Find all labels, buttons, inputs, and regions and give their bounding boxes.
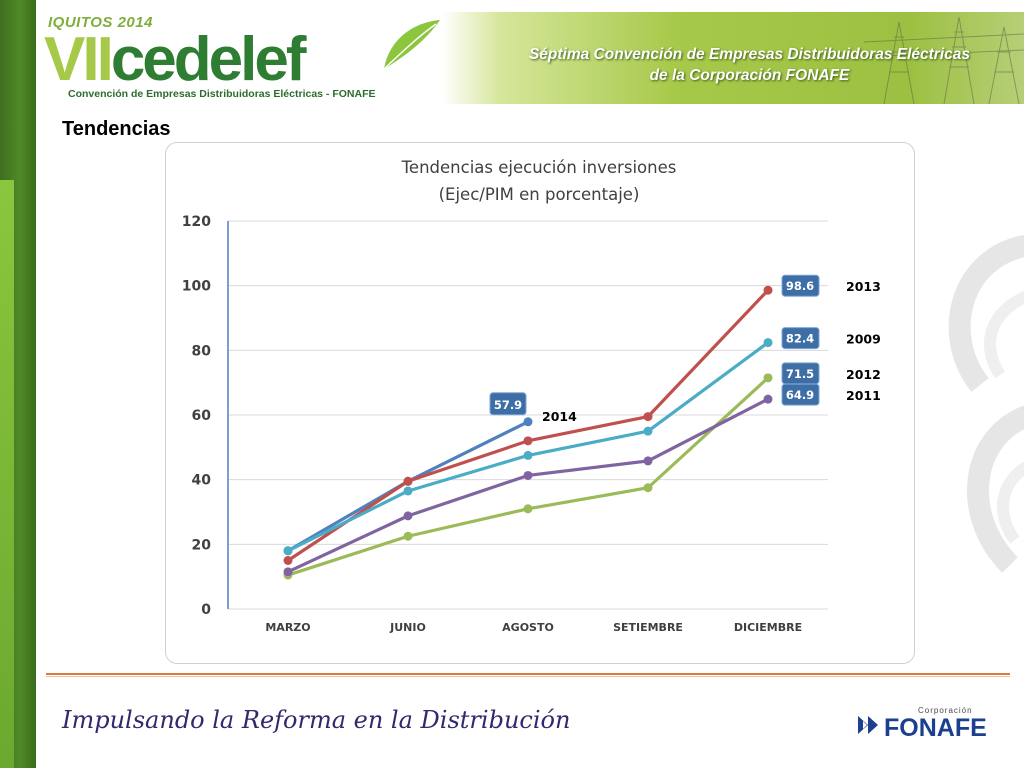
data-label: 57.9 bbox=[494, 398, 522, 412]
series-name-label: 2013 bbox=[846, 279, 881, 294]
data-point bbox=[523, 436, 533, 446]
x-tick-label: JUNIO bbox=[389, 621, 426, 634]
data-point bbox=[283, 546, 293, 556]
logo-subtitle: Convención de Empresas Distribuidoras El… bbox=[68, 88, 376, 100]
data-point bbox=[643, 483, 653, 493]
section-title: Tendencias bbox=[62, 118, 171, 140]
chart-title: Tendencias ejecución inversiones bbox=[401, 158, 677, 177]
double-chevron-icon bbox=[858, 716, 878, 734]
data-point bbox=[763, 394, 773, 404]
data-point bbox=[403, 476, 413, 486]
data-point bbox=[283, 556, 293, 565]
series-line bbox=[287, 341, 769, 553]
data-point bbox=[403, 511, 413, 521]
data-point bbox=[523, 470, 533, 480]
y-tick-label: 100 bbox=[182, 279, 211, 295]
footer-divider-light bbox=[46, 676, 1010, 677]
data-point bbox=[643, 412, 653, 422]
power-towers-icon bbox=[864, 16, 1024, 104]
data-point bbox=[283, 567, 293, 577]
banner-line-1: Séptima Convención de Empresas Distribui… bbox=[528, 46, 970, 63]
left-green-stripe bbox=[0, 180, 14, 768]
leaf-icon bbox=[383, 20, 440, 70]
x-tick-label: DICIEMBRE bbox=[734, 621, 802, 634]
banner-line-2: de la Corporación FONAFE bbox=[649, 67, 850, 84]
event-logo: IQUITOS 2014 VIIcedelef Convención de Em… bbox=[44, 14, 440, 104]
logo-year: IQUITOS 2014 bbox=[48, 14, 153, 31]
data-point bbox=[763, 373, 773, 383]
series-name-label: 2012 bbox=[846, 367, 881, 382]
chart-subtitle: (Ejec/PIM en porcentaje) bbox=[438, 185, 640, 204]
data-point bbox=[403, 531, 413, 541]
y-tick-label: 40 bbox=[192, 473, 212, 489]
banner-title: Séptima Convención de Empresas Distribui… bbox=[529, 44, 970, 86]
data-label-box bbox=[489, 392, 527, 416]
series-name-label: 2011 bbox=[846, 388, 881, 403]
logo-word-main: cedelef bbox=[110, 25, 307, 94]
watermark-logo bbox=[948, 235, 1024, 573]
footer-motto: Impulsando la Reforma en la Distribución bbox=[62, 706, 571, 734]
logo-word-roman: VII bbox=[44, 25, 114, 94]
fonafe-logo: Corporación FONAFE bbox=[856, 704, 987, 742]
x-tick-label: SETIEMBRE bbox=[613, 621, 683, 634]
data-label: 98.6 bbox=[786, 279, 814, 293]
y-tick-label: 120 bbox=[182, 214, 211, 230]
y-tick-label: 60 bbox=[192, 408, 212, 424]
data-point bbox=[523, 504, 533, 514]
chart-title-block: Tendencias ejecución inversiones (Ejec/P… bbox=[165, 154, 913, 208]
data-label: 82.4 bbox=[786, 332, 814, 346]
logo-wordmark: VIIcedelef bbox=[44, 24, 307, 96]
convention-banner: Séptima Convención de Empresas Distribui… bbox=[442, 12, 1024, 104]
y-tick-label: 0 bbox=[201, 602, 211, 618]
data-point bbox=[763, 338, 773, 348]
logo-name-text: FONAFE bbox=[884, 714, 987, 742]
data-point bbox=[643, 426, 653, 436]
data-point bbox=[523, 417, 533, 427]
header: IQUITOS 2014 VIIcedelef Convención de Em… bbox=[36, 0, 1024, 108]
data-label-box bbox=[781, 327, 820, 350]
x-tick-label: MARZO bbox=[265, 621, 310, 634]
y-tick-label: 80 bbox=[192, 343, 212, 359]
series-name-label: 2014 bbox=[542, 409, 577, 424]
series-name-label: 2009 bbox=[846, 332, 881, 347]
data-label: 64.9 bbox=[786, 388, 814, 402]
data-point bbox=[643, 456, 653, 466]
data-point bbox=[523, 450, 533, 460]
data-point bbox=[403, 486, 413, 496]
y-tick-label: 20 bbox=[192, 537, 212, 553]
footer-divider bbox=[46, 673, 1010, 675]
data-label: 71.5 bbox=[786, 367, 814, 381]
data-point bbox=[763, 285, 773, 295]
data-label-box bbox=[781, 274, 820, 297]
x-tick-label: AGOSTO bbox=[502, 621, 554, 634]
data-label-box bbox=[781, 383, 820, 406]
logo-corp-text: Corporación bbox=[918, 706, 973, 715]
